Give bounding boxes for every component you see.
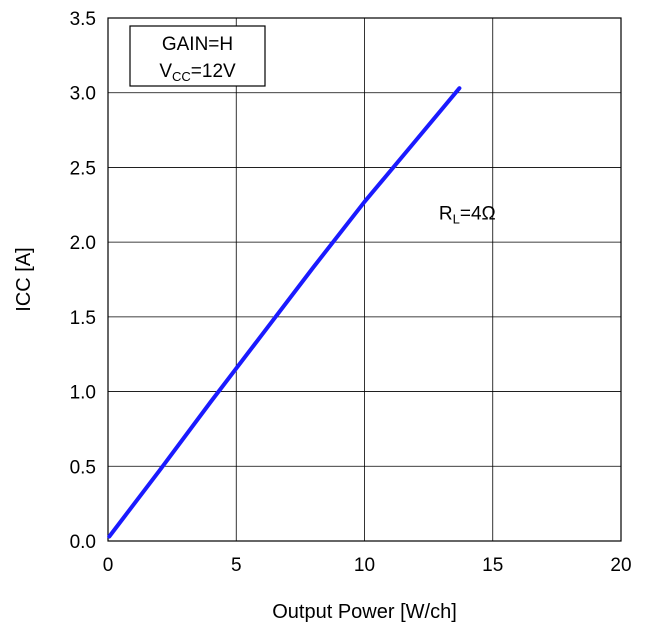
series-group [107, 86, 462, 539]
y-tick-label: 3.5 [70, 9, 96, 30]
y-tick-label: 1.0 [70, 383, 96, 404]
x-tick-labels: 0 5 10 15 20 [103, 555, 632, 576]
legend-gain-label: GAIN=H [162, 34, 233, 55]
y-tick-label: 1.5 [70, 308, 96, 329]
y-tick-labels: 0.0 0.5 1.0 1.5 2.0 2.5 3.0 3.5 [70, 9, 96, 553]
series-line-rl-4ohm [107, 86, 462, 539]
legend-vcc-label: VCC=12V [159, 61, 236, 84]
y-tick-label: 2.0 [70, 233, 96, 254]
legend-vcc-main: V [159, 61, 172, 82]
x-tick-label: 10 [354, 555, 375, 576]
y-tick-label: 0.0 [70, 532, 96, 553]
x-axis-label: Output Power [W/ch] [272, 601, 457, 623]
series-label-rest: =4Ω [460, 203, 496, 224]
x-tick-label: 15 [482, 555, 503, 576]
legend-vcc-rest: =12V [191, 61, 236, 82]
series-label-rl: RL=4Ω [439, 203, 496, 226]
series-label-sub: L [453, 211, 460, 226]
x-tick-label: 0 [103, 555, 114, 576]
legend-box: GAIN=H VCC=12V [129, 25, 266, 87]
y-tick-label: 3.0 [70, 84, 96, 105]
legend-box-frame [129, 25, 266, 87]
y-axis-label: ICC [A] [13, 247, 35, 311]
legend-vcc-sub: CC [172, 69, 191, 84]
series-label-main: R [439, 203, 453, 224]
x-tick-label: 5 [231, 555, 242, 576]
y-tick-label: 2.5 [70, 158, 96, 179]
y-tick-label: 0.5 [70, 457, 96, 478]
grid [107, 17, 622, 542]
x-tick-label: 20 [610, 555, 631, 576]
plot-frame [107, 17, 622, 542]
